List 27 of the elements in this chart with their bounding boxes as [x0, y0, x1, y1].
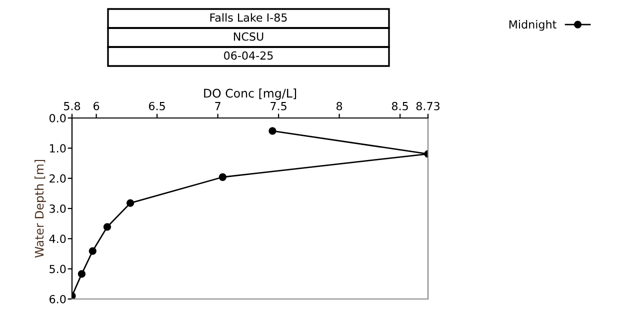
y-tick-label: 6.0 — [50, 294, 66, 304]
y-tick-label: 1.0 — [50, 144, 66, 153]
point — [78, 270, 86, 278]
x-tick-label: 6 — [94, 102, 100, 110]
chart-title: Falls Lake I-85 — [210, 13, 287, 22]
x-tick-label: 7.5 — [270, 102, 286, 110]
y-tick-label: 5.0 — [50, 264, 66, 274]
x-tick-label: 8 — [336, 102, 342, 110]
x-tick-label: 6.5 — [148, 102, 165, 110]
point — [126, 199, 134, 207]
y-tick-label: 0.0 — [50, 114, 66, 122]
point — [218, 173, 226, 181]
point — [103, 223, 112, 231]
x-tick-label: 8.5 — [392, 102, 408, 110]
x-tick-label: 7 — [215, 102, 220, 110]
chart-subtitle: NCSU — [234, 32, 264, 41]
x-axis-title: DO Conc [mg/L] — [204, 88, 296, 100]
y-axis-title: Water Depth [m] — [34, 160, 46, 258]
point — [88, 247, 96, 255]
legend-label: Midnight — [509, 20, 556, 31]
point — [268, 127, 276, 135]
y-tick-label: 4.0 — [49, 234, 66, 244]
text: 06-04-25 — [224, 51, 273, 60]
y-tick-label: 3.0 — [50, 204, 66, 213]
x-tick-label: 8.73 — [416, 102, 440, 110]
x-tick-label: 5.8 — [64, 102, 80, 110]
y-tick-label: 2.0 — [50, 174, 66, 183]
